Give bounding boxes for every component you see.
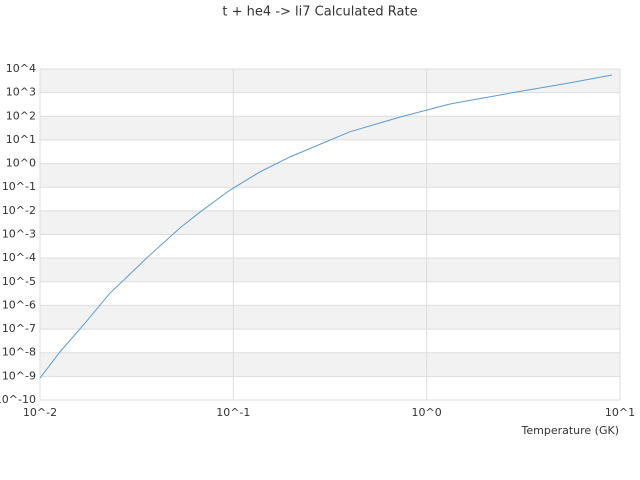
grid-band bbox=[40, 163, 620, 188]
x-tick-label: 10^-1 bbox=[216, 406, 250, 419]
data-line bbox=[39, 74, 613, 379]
grid-band bbox=[40, 116, 620, 140]
y-tick-label: 10^-4 bbox=[2, 251, 36, 264]
y-tick-label: 10^-10 bbox=[0, 393, 36, 406]
y-tick-label: 10^-6 bbox=[2, 298, 36, 311]
chart-title: t + he4 -> li7 Calculated Rate bbox=[222, 5, 417, 20]
y-tick-label: 10^-2 bbox=[2, 204, 36, 217]
x-tick-label: 10^1 bbox=[605, 406, 635, 419]
grid-band bbox=[40, 69, 620, 93]
y-tick-label: 10^0 bbox=[6, 157, 36, 170]
y-tick-label: 10^-8 bbox=[2, 346, 36, 359]
grid-band bbox=[40, 305, 620, 330]
y-tick-label: 10^1 bbox=[6, 133, 36, 146]
y-tick-label: 10^-9 bbox=[2, 369, 36, 382]
y-tick-label: 10^-1 bbox=[2, 180, 36, 193]
grid-band bbox=[40, 258, 620, 282]
y-tick-label: 10^-7 bbox=[2, 322, 36, 335]
y-tick-label: 10^3 bbox=[6, 86, 36, 99]
x-tick-label: 10^-2 bbox=[23, 406, 57, 419]
x-axis-label: Temperature (GK) bbox=[521, 424, 620, 437]
x-tick-label: 10^0 bbox=[412, 406, 442, 419]
y-tick-label: 10^2 bbox=[6, 109, 36, 122]
grid-band bbox=[40, 352, 620, 377]
y-tick-label: 10^-5 bbox=[2, 275, 36, 288]
y-tick-label: 10^-3 bbox=[2, 228, 36, 241]
grid-band bbox=[40, 210, 620, 235]
y-tick-label: 10^4 bbox=[6, 62, 36, 75]
